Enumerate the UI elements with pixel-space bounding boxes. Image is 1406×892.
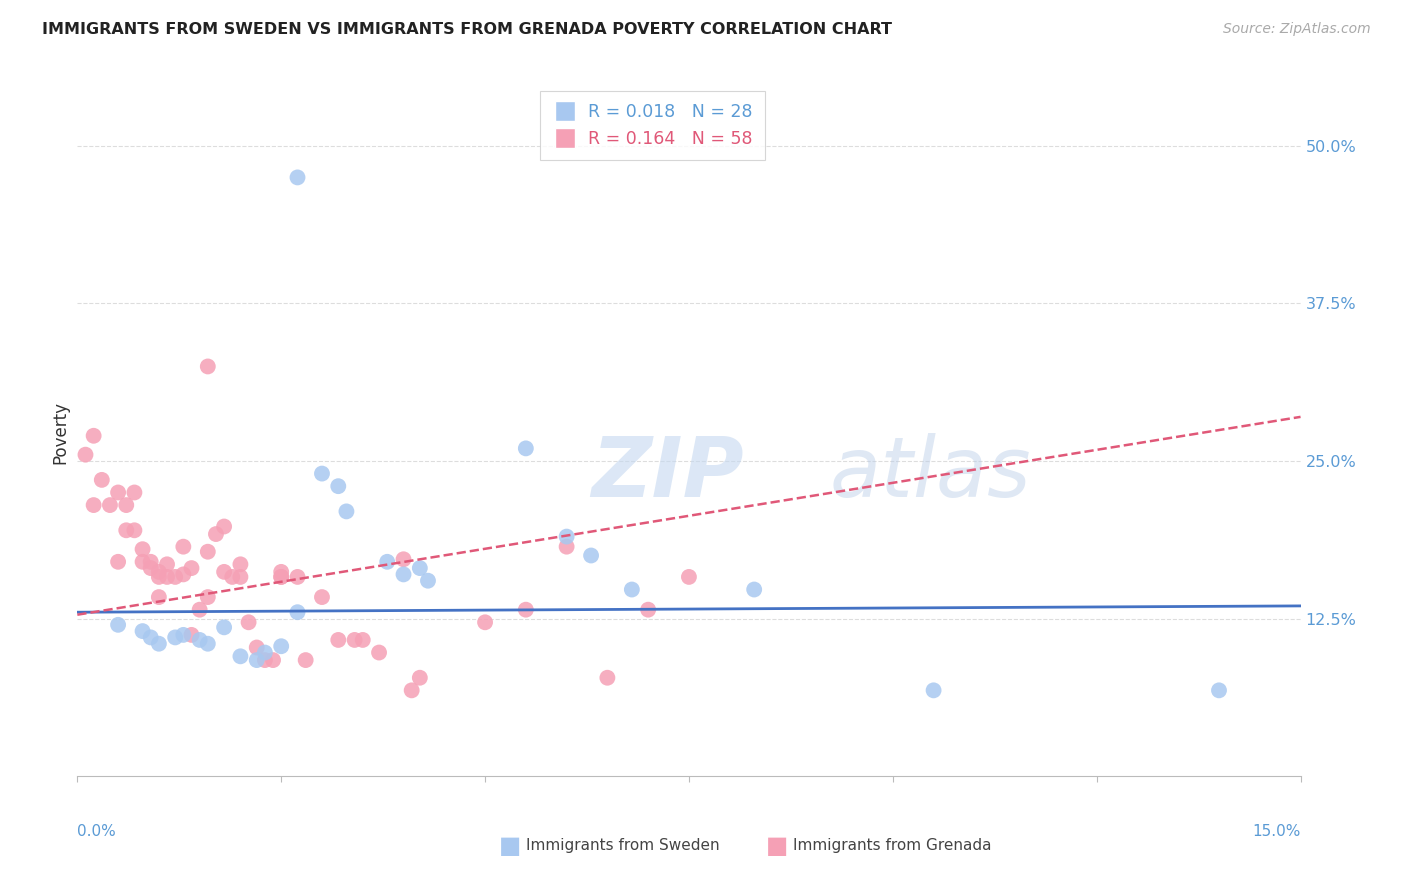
Point [115,523,138,537]
Point [515,442,537,456]
Point [131,542,153,557]
Point [1208,683,1230,698]
Point [165,570,187,584]
Point [83,498,105,512]
Text: 15.0%: 15.0% [1253,824,1301,839]
Point [212,565,235,579]
Point [555,540,578,554]
Point [131,624,153,639]
Point [335,504,357,518]
Point [352,632,374,647]
Point [156,558,179,572]
Point [197,637,219,651]
Point [253,653,276,667]
Point [343,632,366,647]
Point [148,590,170,604]
Point [188,603,211,617]
Point [139,555,162,569]
Point [172,540,194,554]
Point [620,582,643,597]
Point [124,523,146,537]
Legend: R = 0.018   N = 28, R = 0.164   N = 58: R = 0.018 N = 28, R = 0.164 N = 58 [540,91,765,160]
Point [205,527,228,541]
Point [474,615,496,630]
Point [107,617,129,632]
Point [131,555,153,569]
Point [98,498,121,512]
Point [139,561,162,575]
Point [197,545,219,559]
Point [262,653,284,667]
Point [148,565,170,579]
Point [172,567,194,582]
Point [238,615,260,630]
Point [270,570,292,584]
Point [180,628,202,642]
Point [270,570,292,584]
Point [311,590,333,604]
Point [678,570,700,584]
Point [579,549,602,563]
Point [107,485,129,500]
Text: ZIP: ZIP [591,434,744,515]
Y-axis label: Poverty: Poverty [51,401,69,464]
Point [148,570,170,584]
Point [328,479,350,493]
Point [392,552,415,566]
Text: Source: ZipAtlas.com: Source: ZipAtlas.com [1223,22,1371,37]
Point [270,565,292,579]
Text: Immigrants from Grenada: Immigrants from Grenada [793,838,991,853]
Point [368,646,391,660]
Point [409,561,432,575]
Point [180,561,202,575]
Point [124,485,146,500]
Point [922,683,945,698]
Point [416,574,439,588]
Point [212,620,235,634]
Point [139,631,162,645]
Text: 0.0%: 0.0% [77,824,117,839]
Point [246,653,269,667]
Point [229,649,252,664]
Point [107,555,129,569]
Point [409,671,432,685]
Text: ■: ■ [766,834,789,857]
Point [287,170,309,185]
Point [197,590,219,604]
Point [637,603,659,617]
Point [328,632,350,647]
Point [287,570,309,584]
Point [156,570,179,584]
Point [311,467,333,481]
Point [742,582,765,597]
Point [287,605,309,619]
Point [115,498,138,512]
Point [392,567,415,582]
Point [294,653,316,667]
Point [83,429,105,443]
Point [90,473,112,487]
Text: IMMIGRANTS FROM SWEDEN VS IMMIGRANTS FROM GRENADA POVERTY CORRELATION CHART: IMMIGRANTS FROM SWEDEN VS IMMIGRANTS FRO… [42,22,893,37]
Point [229,558,252,572]
Point [221,570,243,584]
Text: Immigrants from Sweden: Immigrants from Sweden [526,838,720,853]
Point [188,632,211,647]
Point [596,671,619,685]
Point [212,519,235,533]
Text: ■: ■ [499,834,522,857]
Point [75,448,97,462]
Point [172,628,194,642]
Point [246,640,269,655]
Point [253,646,276,660]
Text: atlas: atlas [830,434,1031,515]
Point [270,639,292,653]
Point [515,603,537,617]
Point [401,683,423,698]
Point [148,637,170,651]
Point [229,570,252,584]
Point [555,530,578,544]
Point [197,359,219,374]
Point [165,631,187,645]
Point [375,555,398,569]
